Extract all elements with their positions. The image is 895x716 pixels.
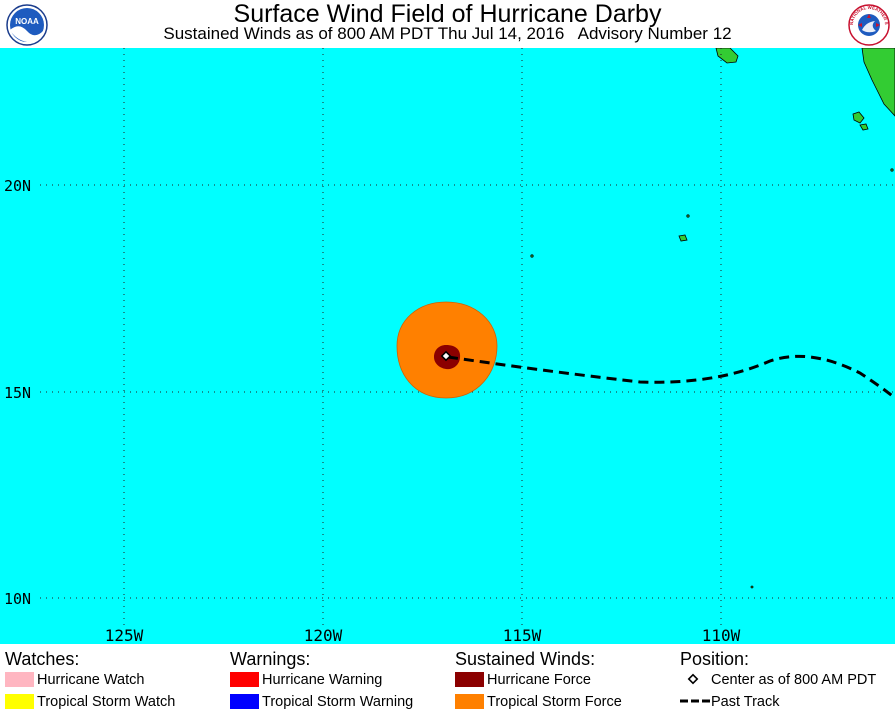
hurricane-watch-swatch bbox=[5, 672, 34, 687]
hurricane-watch-label: Hurricane Watch bbox=[37, 672, 145, 688]
lon-label-120w: 120W bbox=[304, 626, 343, 644]
past-track-label: Past Track bbox=[711, 694, 780, 710]
hurricane-warning-swatch bbox=[230, 672, 259, 687]
islet bbox=[750, 585, 754, 589]
map-title: Surface Wind Field of Hurricane Darby bbox=[233, 0, 662, 28]
noaa-logo-text: NOAA bbox=[15, 17, 39, 26]
mexico-coast bbox=[715, 48, 739, 64]
map-subtitle: Sustained Winds as of 800 AM PDT Thu Jul… bbox=[163, 24, 732, 43]
lon-label-115w: 115W bbox=[503, 626, 542, 644]
diamond-icon bbox=[687, 673, 699, 685]
latitude-labels: 20N 15N 10N bbox=[4, 177, 31, 608]
wind-field-map: 20N 15N 10N 125W 120W 115W 110W bbox=[0, 48, 895, 644]
revillagigedo-island bbox=[852, 111, 865, 124]
lat-lon-grid bbox=[40, 48, 895, 626]
hurricane-warning-label: Hurricane Warning bbox=[262, 672, 383, 688]
hurricane-force-label: Hurricane Force bbox=[487, 672, 591, 688]
clarion-island bbox=[678, 234, 688, 242]
lon-label-125w: 125W bbox=[105, 626, 144, 644]
lat-label-20n: 20N bbox=[4, 177, 31, 195]
islet bbox=[890, 168, 894, 172]
longitude-labels: 125W 120W 115W 110W bbox=[105, 626, 741, 644]
legend: Watches: Hurricane Watch Tropical Storm … bbox=[0, 644, 895, 716]
tropical-storm-watch-swatch bbox=[5, 694, 34, 709]
land bbox=[530, 48, 895, 589]
tropical-storm-force-label: Tropical Storm Force bbox=[487, 694, 622, 710]
header: NOAA Surface Wind Field of Hurricane Dar… bbox=[0, 0, 895, 48]
noaa-logo-icon: NOAA bbox=[6, 4, 48, 46]
revillagigedo-island bbox=[859, 123, 869, 131]
tropical-storm-warning-label: Tropical Storm Warning bbox=[262, 694, 414, 710]
warnings-heading: Warnings: bbox=[230, 649, 311, 669]
hurricane-force-swatch bbox=[455, 672, 484, 687]
winds-heading: Sustained Winds: bbox=[455, 649, 596, 669]
position-heading: Position: bbox=[680, 649, 750, 669]
tropical-storm-force-swatch bbox=[455, 694, 484, 709]
tropical-storm-watch-label: Tropical Storm Watch bbox=[37, 694, 176, 710]
baja-coast bbox=[861, 48, 895, 117]
islet bbox=[686, 214, 690, 218]
lat-label-10n: 10N bbox=[4, 590, 31, 608]
center-position-label: Center as of 800 AM PDT bbox=[711, 672, 877, 688]
watches-heading: Watches: bbox=[5, 649, 80, 669]
tropical-storm-warning-swatch bbox=[230, 694, 259, 709]
lat-label-15n: 15N bbox=[4, 384, 31, 402]
storm-center-marker bbox=[440, 350, 452, 362]
islet bbox=[530, 254, 534, 258]
lon-label-110w: 110W bbox=[702, 626, 741, 644]
dashed-line-icon bbox=[680, 699, 710, 703]
nws-logo-icon: NATIONAL WEATHER SERVICE bbox=[848, 4, 890, 46]
past-track-line bbox=[447, 354, 895, 400]
